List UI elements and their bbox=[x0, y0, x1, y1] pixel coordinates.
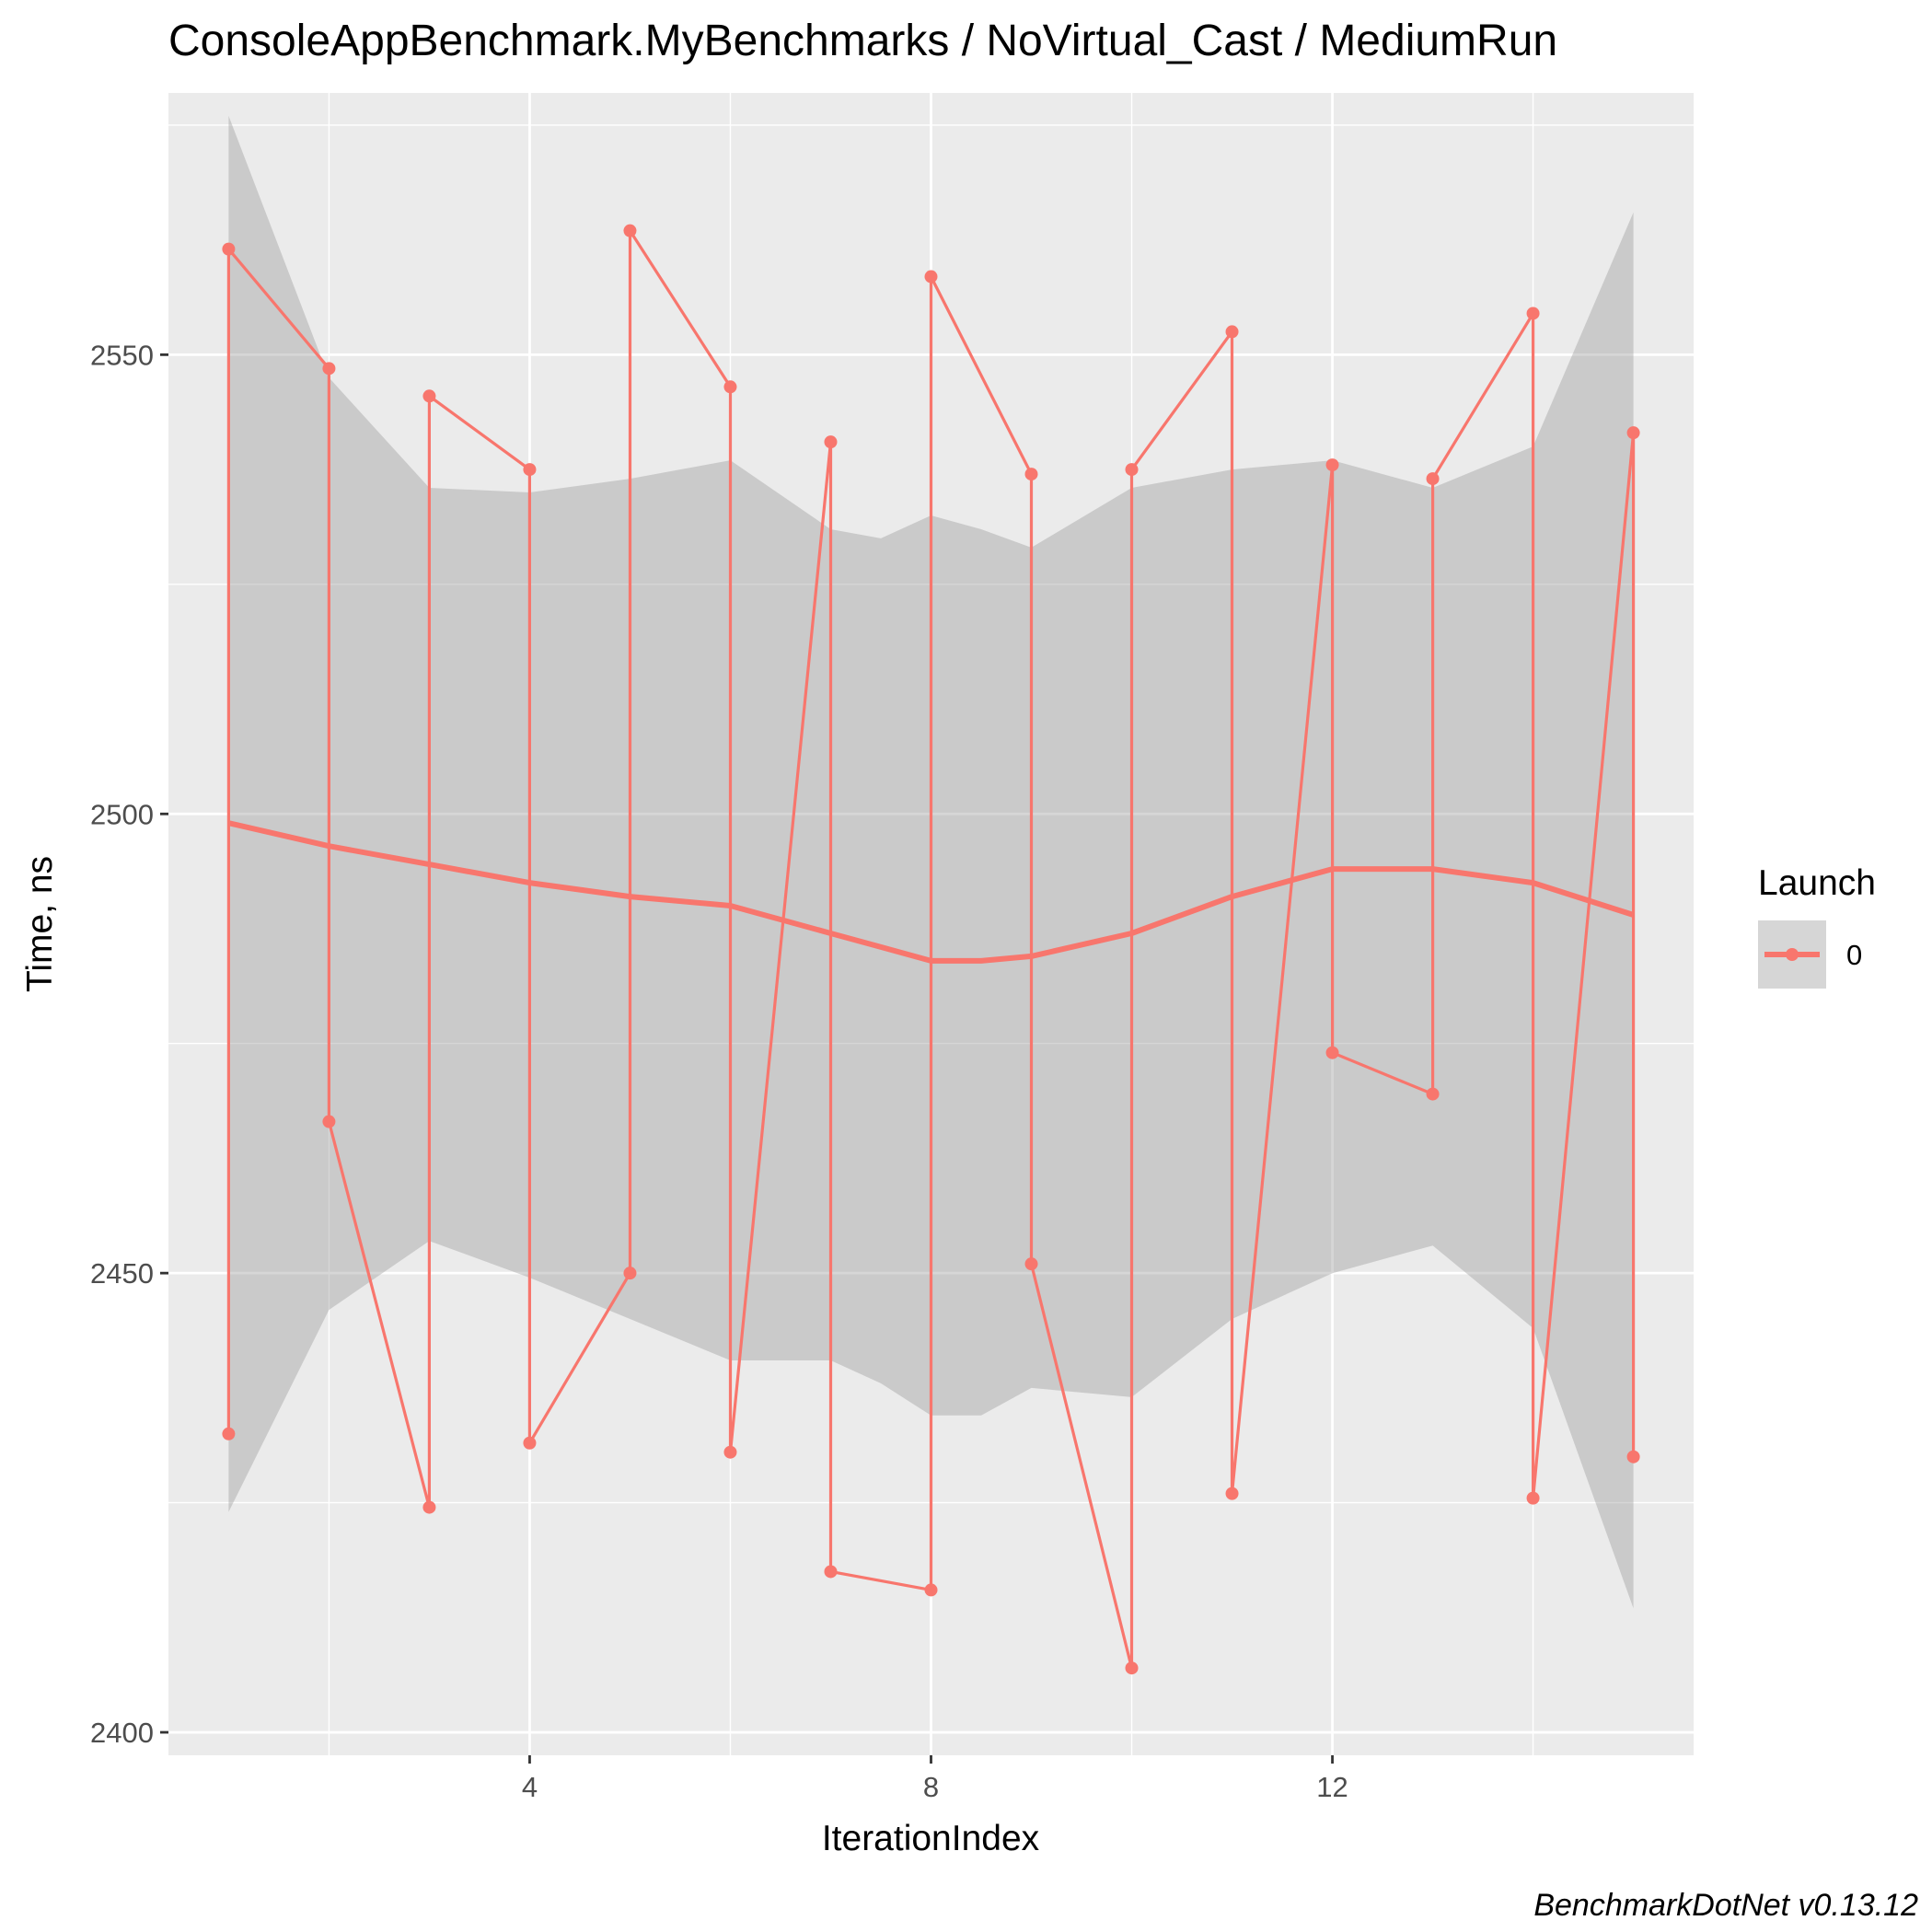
data-point bbox=[422, 389, 436, 403]
data-point bbox=[1225, 1487, 1239, 1500]
data-point bbox=[523, 463, 537, 477]
data-point bbox=[924, 1583, 938, 1597]
data-points bbox=[222, 224, 1640, 1675]
caption: BenchmarkDotNet v0.13.12 bbox=[1533, 1888, 1918, 1923]
data-point bbox=[1325, 458, 1339, 472]
data-point bbox=[1125, 463, 1139, 477]
legend-key-point bbox=[1786, 948, 1799, 961]
data-point bbox=[623, 1267, 637, 1280]
data-point bbox=[322, 1115, 336, 1128]
x-tick-label: 8 bbox=[923, 1771, 939, 1803]
data-point bbox=[523, 1436, 537, 1450]
data-point bbox=[1325, 1046, 1339, 1059]
y-tick-label: 2500 bbox=[90, 798, 154, 830]
x-tick-label: 12 bbox=[1316, 1771, 1348, 1803]
data-point bbox=[1426, 1087, 1440, 1101]
x-axis-title: IterationIndex bbox=[822, 1819, 1040, 1858]
data-point bbox=[1526, 1491, 1540, 1505]
data-point bbox=[1626, 1450, 1640, 1463]
y-tick-label: 2400 bbox=[90, 1717, 154, 1749]
data-point bbox=[1526, 307, 1540, 320]
data-point bbox=[1225, 325, 1239, 339]
y-axis-title: Time, ns bbox=[20, 856, 60, 992]
y-axis-ticks: 2400 2450 2500 2550 bbox=[90, 339, 168, 1749]
legend-title: Launch bbox=[1758, 863, 1876, 903]
data-point bbox=[1125, 1661, 1139, 1675]
data-point bbox=[1024, 1257, 1038, 1271]
legend: Launch 0 bbox=[1758, 863, 1876, 989]
legend-label: 0 bbox=[1846, 939, 1862, 971]
data-point bbox=[723, 380, 737, 394]
data-point bbox=[924, 270, 938, 283]
data-point bbox=[222, 242, 236, 256]
x-tick-label: 4 bbox=[522, 1771, 538, 1803]
series-line bbox=[226, 229, 1636, 1670]
data-point bbox=[1626, 426, 1640, 440]
data-point bbox=[824, 1565, 838, 1579]
data-point bbox=[422, 1500, 436, 1514]
y-tick-label: 2450 bbox=[90, 1257, 154, 1290]
data-point bbox=[322, 362, 336, 376]
data-point bbox=[623, 224, 637, 237]
y-tick-label: 2550 bbox=[90, 339, 154, 371]
data-point bbox=[824, 435, 838, 449]
data-point bbox=[723, 1445, 737, 1459]
data-point bbox=[1426, 472, 1440, 486]
data-point bbox=[1024, 468, 1038, 481]
chart-title: ConsoleAppBenchmark.MyBenchmarks / NoVir… bbox=[168, 17, 1557, 65]
x-axis-ticks: 4 8 12 bbox=[522, 1755, 1348, 1803]
smooth-trend-line bbox=[227, 820, 1635, 964]
data-point bbox=[222, 1427, 236, 1440]
